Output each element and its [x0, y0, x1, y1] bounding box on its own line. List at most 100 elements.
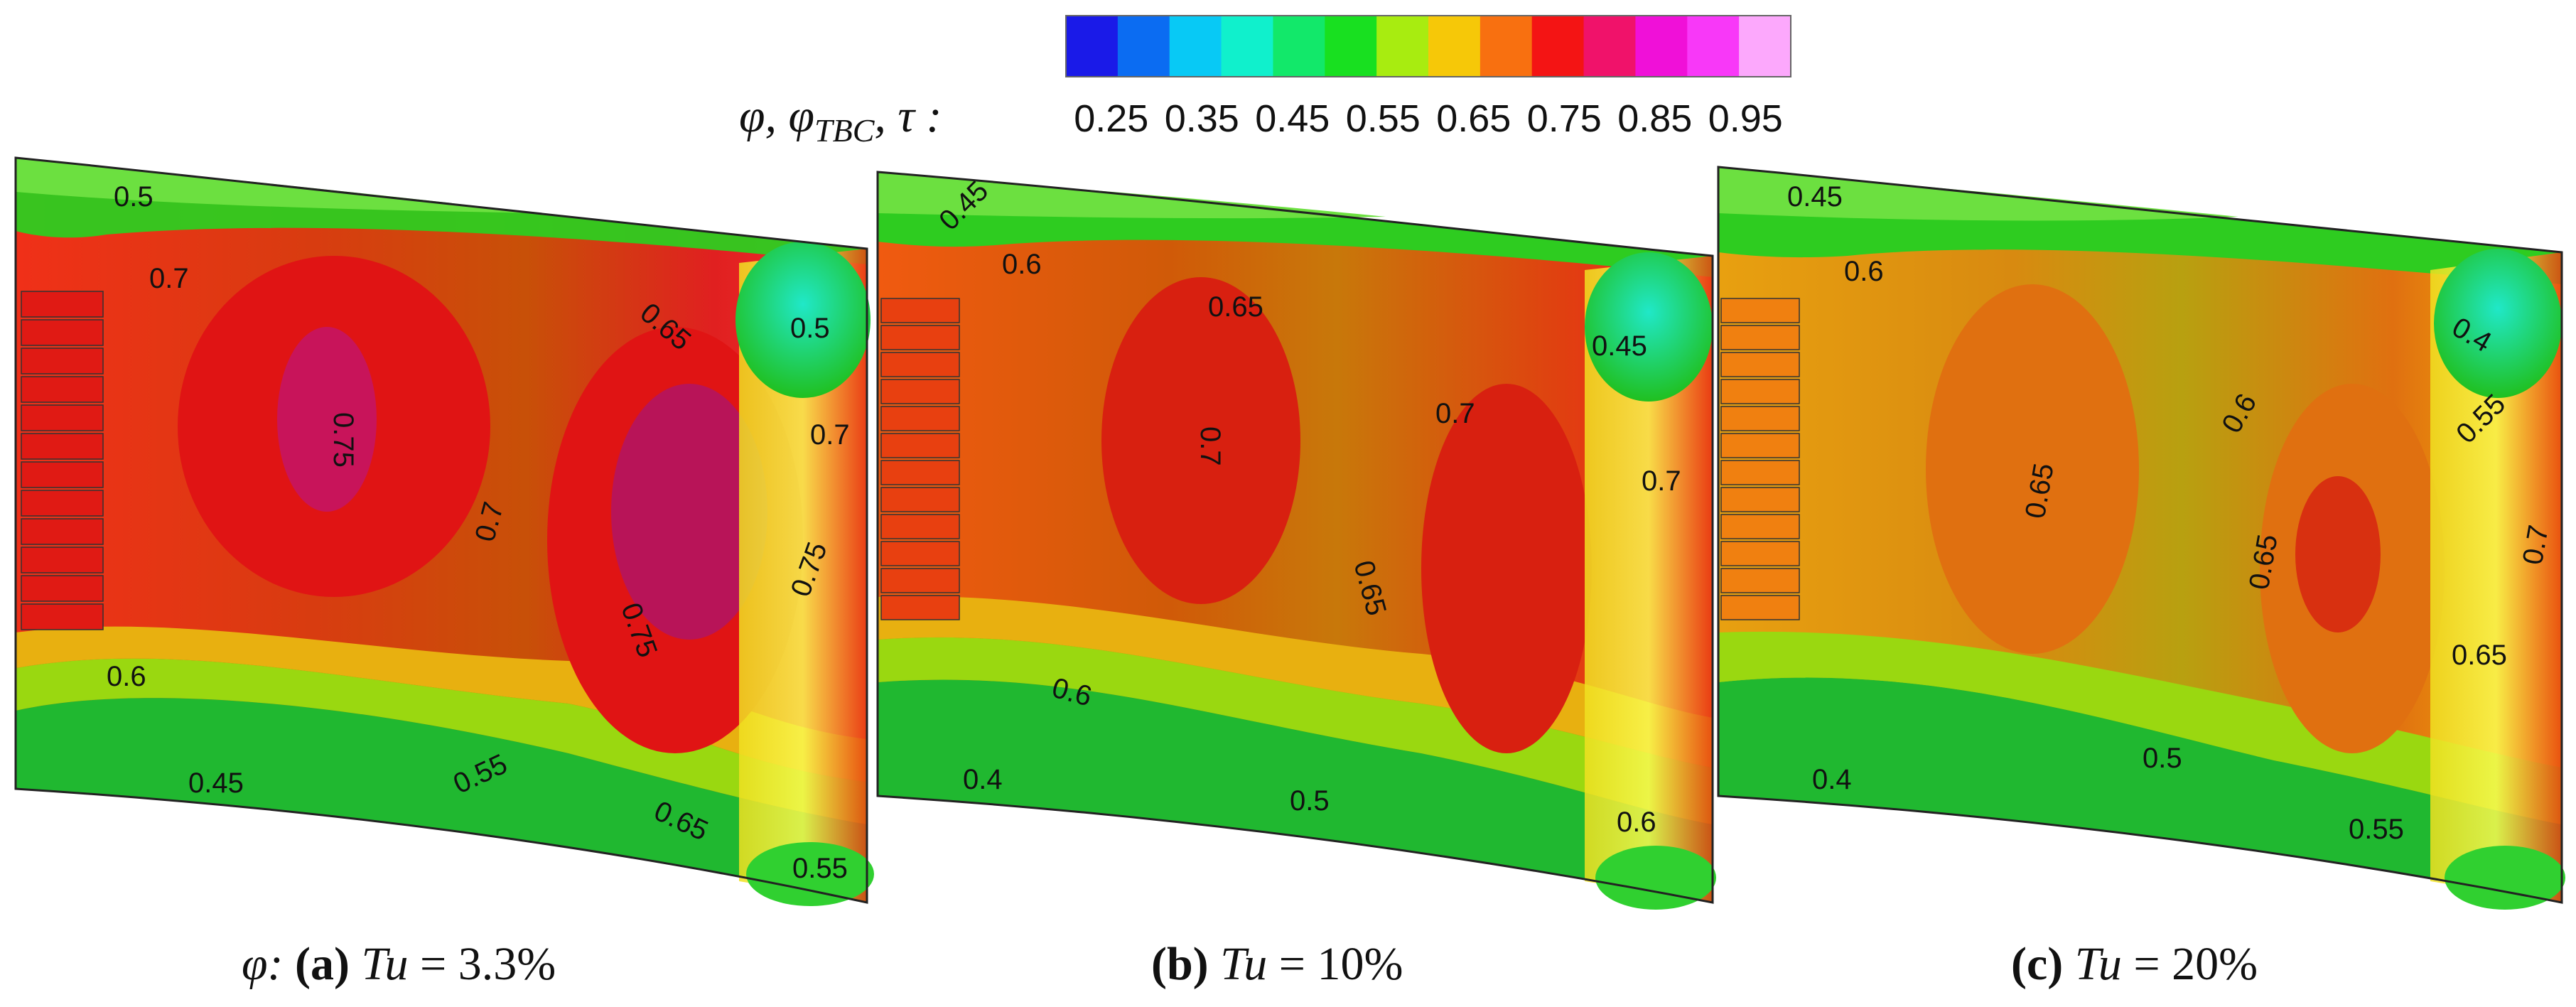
caption-a-label: (a) — [295, 938, 350, 990]
caption-c-value: = 20% — [2122, 938, 2258, 990]
caption-a: φ: (a) Tu = 3.3% — [242, 938, 556, 990]
panel-c-contour-label-1: 0.45 — [1787, 181, 1843, 212]
colorbar-tick-label: 0.85 — [1617, 97, 1692, 140]
colorbar-title: φ, φTBC, τ : — [739, 90, 942, 149]
colorbar-title-subscript: TBC — [814, 112, 875, 149]
colorbar-swatch — [1169, 16, 1222, 77]
colorbar-swatch — [1428, 16, 1481, 77]
panel-a-bottom-cap — [746, 842, 874, 906]
colorbar-tick-label: 0.95 — [1708, 97, 1783, 140]
panel-c-leading-edge — [2430, 252, 2562, 903]
panel-c-contour-label-9: 0.65 — [2452, 640, 2507, 671]
colorbar-swatch — [1376, 16, 1429, 77]
colorbar-title-main: φ, φ — [739, 90, 814, 142]
panel-c-bottom-cap — [2445, 846, 2565, 910]
panel-b-bottom-band2 — [878, 637, 1713, 824]
panel-b-leading-edge — [1585, 256, 1713, 903]
colorbar-tick-label: 0.55 — [1346, 97, 1421, 140]
colorbar-swatch — [1325, 16, 1377, 77]
panel-b: 0.45 0.6 0.65 0.7 0.7 0.65 0.45 0.7 0.6 … — [876, 171, 1716, 910]
panel-c-outline — [1717, 166, 2563, 904]
panel-a-contour-label-7: 0.5 — [790, 313, 830, 344]
panel-a-outline — [14, 156, 868, 904]
colorbar-swatch — [1273, 16, 1325, 77]
colorbar-swatch — [1739, 16, 1791, 77]
panel-b-coolant-slots — [880, 298, 960, 620]
panel-a-leading-edge — [739, 249, 867, 903]
colorbar-title-tail: , τ : — [874, 90, 942, 142]
colorbar-tick-labels: 0.25 0.35 0.45 0.55 0.65 0.75 0.85 0.95 — [1074, 97, 1783, 140]
panel-b-contour-label-8: 0.7 — [1642, 465, 1681, 497]
panel-a-bottom-band2 — [16, 658, 867, 824]
panel-a-contour-label-3: 0.75 — [328, 412, 359, 468]
panel-a-contour-label-14: 0.55 — [792, 853, 848, 884]
caption-c-label: (c) — [2011, 938, 2063, 990]
panel-b-bottom-band — [878, 679, 1713, 903]
colorbar-tick-label: 0.75 — [1527, 97, 1602, 140]
colorbar-tick-label: 0.65 — [1436, 97, 1511, 140]
colorbar-swatch — [1635, 16, 1688, 77]
caption-a-var: Tu — [361, 938, 408, 990]
panel-c-bottom-band2 — [1718, 631, 2562, 824]
colorbar-swatch — [1066, 16, 1119, 77]
panel-b-contour-label-7: 0.45 — [1592, 330, 1647, 362]
panel-c-hotspot-1 — [1926, 284, 2139, 654]
panel-b-contour-label-2: 0.6 — [1002, 249, 1042, 280]
caption-a-prefix: φ: — [242, 938, 295, 990]
panel-a-contour-label-10: 0.6 — [107, 661, 146, 692]
panel-b-hotspot-2 — [1421, 384, 1592, 753]
panel-a-contour-label-2: 0.7 — [149, 263, 189, 294]
colorbar-swatch — [1117, 16, 1170, 77]
panel-b-bottom-cap — [1595, 846, 1716, 910]
panel-c-bottom-band — [1718, 677, 2562, 903]
panel-b-top-cap — [1585, 252, 1713, 402]
panel-b-contour-label-3: 0.65 — [1208, 291, 1263, 323]
panel-a-contour-label-8: 0.7 — [810, 419, 850, 451]
panel-b-contour-label-11: 0.5 — [1290, 785, 1330, 817]
captions: φ: (a) Tu = 3.3% (b) Tu = 10% (c) Tu = 2… — [242, 938, 2258, 990]
colorbar: φ, φTBC, τ : 0.25 0.35 0.45 0.55 0.65 0.75 0.8… — [739, 15, 1791, 149]
panel-c: 0.45 0.6 0.65 0.6 0.65 0.4 0.55 0.7 0.65… — [1717, 166, 2565, 910]
caption-b-value: = 10% — [1267, 938, 1403, 990]
caption-b-label: (b) — [1151, 938, 1209, 990]
panel-b-contour-label-12: 0.6 — [1617, 807, 1656, 838]
panel-c-contour-label-10: 0.4 — [1812, 764, 1852, 795]
panel-a-hotspot-1-core — [277, 327, 377, 512]
colorbar-frame — [1065, 15, 1791, 77]
colorbar-swatch — [1221, 16, 1274, 77]
panel-b-bottom-band3 — [878, 596, 1713, 768]
panel-b-contour-label-5: 0.7 — [1435, 398, 1475, 429]
colorbar-swatch — [1583, 16, 1637, 77]
caption-c-var: Tu — [2075, 938, 2122, 990]
colorbar-tick-label: 0.35 — [1165, 97, 1239, 140]
panel-a: 0.5 0.7 0.75 0.7 0.65 0.75 0.5 0.7 0.75 … — [14, 156, 874, 906]
panel-a-contour-label-11: 0.45 — [188, 768, 244, 799]
panel-a-top-cap — [735, 242, 871, 398]
panel-a-hotspot-2-core — [611, 384, 767, 640]
caption-b: (b) Tu = 10% — [1151, 938, 1403, 990]
colorbar-swatch — [1687, 16, 1740, 77]
panel-a-bottom-band — [16, 698, 867, 903]
colorbar-tick-label: 0.25 — [1074, 97, 1148, 140]
colorbar-swatch — [1480, 16, 1533, 77]
panel-c-contour-label-11: 0.5 — [2143, 743, 2182, 774]
colorbar-swatch — [1531, 16, 1585, 77]
colorbar-tick-label: 0.45 — [1255, 97, 1330, 140]
panel-b-outline — [876, 171, 1714, 904]
colorbar-swatches — [1066, 16, 1791, 77]
panel-a-contour-label-1: 0.5 — [114, 181, 153, 212]
panel-c-contour-label-2: 0.6 — [1844, 256, 1884, 287]
panel-c-contour-label-8: 0.7 — [2517, 523, 2555, 567]
panel-c-coolant-slots — [1720, 298, 1800, 620]
panel-c-contour-label-12: 0.55 — [2349, 814, 2404, 845]
caption-c: (c) Tu = 20% — [2011, 938, 2258, 990]
panel-c-hotspot-2-core — [2295, 476, 2381, 632]
caption-a-value: = 3.3% — [409, 938, 556, 990]
panel-b-hotspot-1 — [1101, 277, 1300, 604]
panel-a-coolant-slots — [21, 291, 104, 630]
caption-b-var: Tu — [1220, 938, 1267, 990]
panel-b-contour-label-10: 0.4 — [963, 764, 1003, 795]
panel-c-top-cap — [2434, 249, 2562, 398]
panel-b-contour-label-4: 0.7 — [1195, 426, 1226, 466]
